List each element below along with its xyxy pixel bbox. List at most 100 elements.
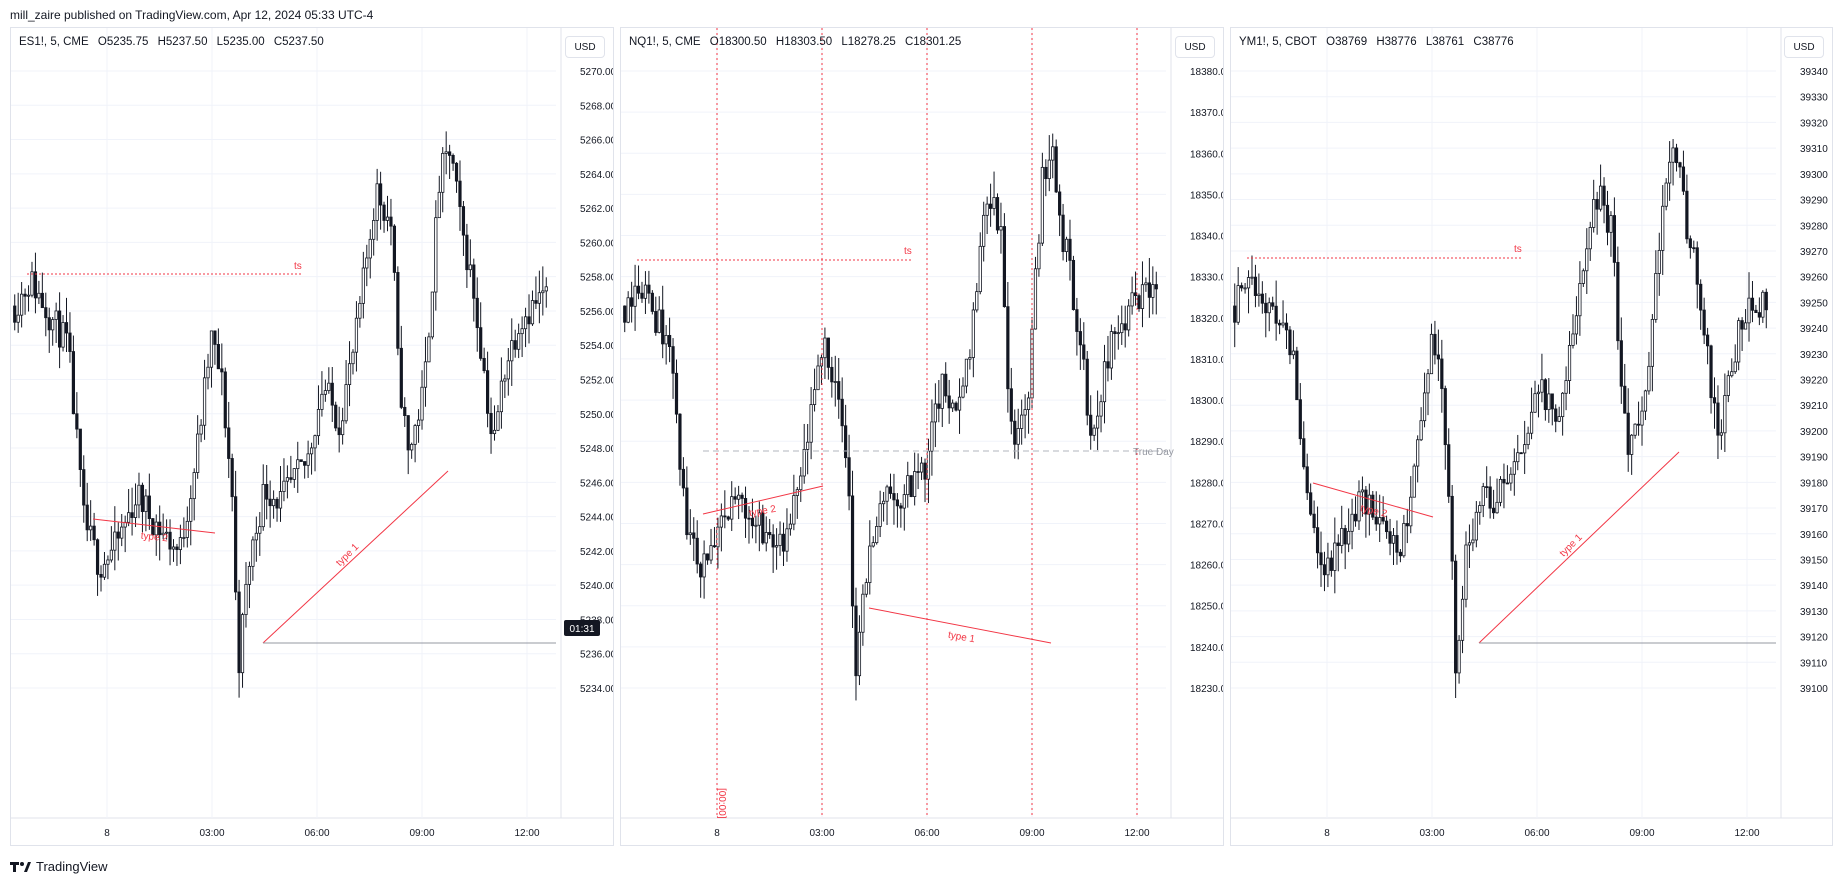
- candle-body: [1064, 238, 1069, 253]
- candle-body: [1054, 146, 1058, 193]
- price-tick-label: 5268.00: [580, 101, 614, 112]
- candle-body: [285, 477, 290, 482]
- candle-body: [1592, 199, 1596, 228]
- candle-body: [757, 512, 761, 526]
- candle-body: [802, 449, 806, 477]
- candle-body: [1685, 190, 1689, 240]
- candle-body: [106, 559, 110, 565]
- candle-body: [1274, 305, 1278, 324]
- price-tick-label: 18240.00: [1190, 643, 1224, 654]
- candle-body: [1075, 309, 1079, 332]
- chart-canvas-es[interactable]: 5270.00 5268.00 5266.00 5264.00 5262.00 5260.…: [11, 28, 614, 846]
- price-tick-label: 39130: [1800, 607, 1828, 618]
- price-tick-label: 5234.00: [580, 684, 614, 695]
- candle-body: [1078, 331, 1082, 346]
- candle-body: [1754, 309, 1758, 313]
- chart-panel-nq[interactable]: 18380.00 18370.00 18360.00 18350.00 18340.00…: [620, 27, 1224, 846]
- candle-body: [406, 415, 410, 451]
- candle-body: [330, 382, 334, 406]
- candle-body: [982, 214, 986, 247]
- candle-body: [1609, 215, 1613, 233]
- candle-body: [664, 335, 668, 345]
- candle-body: [227, 427, 231, 459]
- candle-body: [220, 368, 224, 373]
- candle-body: [909, 475, 913, 497]
- candle-body: [1116, 332, 1120, 335]
- candle-body: [1092, 427, 1096, 436]
- time-tick-label: 09:00: [409, 828, 434, 839]
- price-tick-label: 39270: [1800, 247, 1828, 258]
- candle-body: [640, 292, 644, 299]
- time-tick-label: 12:00: [1734, 828, 1759, 839]
- candle-body: [1743, 322, 1748, 330]
- candle-body: [1491, 507, 1496, 514]
- candle-body: [461, 206, 466, 236]
- candle-body: [334, 404, 338, 429]
- currency-button[interactable]: USD: [1175, 36, 1215, 58]
- candle-body: [1343, 528, 1347, 545]
- currency-button[interactable]: USD: [565, 36, 605, 58]
- candle-body: [1747, 297, 1751, 324]
- candle-body: [1454, 560, 1458, 674]
- candle-body: [1436, 354, 1440, 360]
- chart-canvas-ym[interactable]: 39340 39330 39320 39310 39300 39290 39280 39270…: [1231, 28, 1833, 846]
- candle-body: [479, 327, 483, 359]
- candle-body: [1464, 544, 1468, 600]
- candle-body: [1681, 166, 1686, 192]
- candle-body: [978, 245, 982, 293]
- candle-body: [692, 532, 696, 539]
- candle-body: [113, 531, 117, 551]
- price-tick-label: 39250: [1800, 298, 1828, 309]
- candle-body: [1516, 452, 1520, 463]
- candle-body: [385, 216, 390, 221]
- candle-body: [1526, 432, 1530, 446]
- candle-body: [292, 468, 296, 480]
- chart-panel-ym[interactable]: 39340 39330 39320 39310 39300 39290 39280 39270…: [1230, 27, 1833, 846]
- candle-body: [1102, 361, 1107, 403]
- chart-canvas-nq[interactable]: 18380.00 18370.00 18360.00 18350.00 18340.00…: [621, 28, 1224, 846]
- candle-body: [151, 518, 155, 536]
- time-tick-label: 09:00: [1629, 828, 1654, 839]
- candle-body: [517, 333, 521, 350]
- candle-body: [1144, 282, 1148, 286]
- candle-body: [768, 532, 772, 536]
- candle-body: [705, 553, 710, 561]
- currency-button[interactable]: USD: [1784, 36, 1824, 58]
- candle-body: [1422, 392, 1427, 422]
- candle-body: [895, 499, 900, 507]
- candle-body: [623, 305, 627, 323]
- candle-body: [375, 183, 379, 221]
- candle-body: [754, 524, 758, 527]
- candle-body: [378, 183, 383, 206]
- candle-body: [1340, 528, 1344, 547]
- price-tick-label: 39290: [1800, 196, 1828, 207]
- candle-body: [527, 316, 531, 325]
- candle-body: [1154, 284, 1158, 290]
- footer-brand[interactable]: TradingView: [10, 859, 108, 874]
- candle-body: [781, 533, 786, 552]
- candle-body: [1333, 542, 1337, 571]
- price-tick-label: 5266.00: [580, 136, 614, 147]
- candle-body: [1130, 292, 1134, 307]
- candle-body: [1002, 226, 1007, 308]
- chart-panel-es[interactable]: 5270.00 5268.00 5266.00 5264.00 5262.00 5260.…: [10, 27, 614, 846]
- candle-body: [1595, 199, 1599, 210]
- candle-body: [1068, 238, 1072, 261]
- candle-body: [1071, 259, 1076, 311]
- candle-body: [1478, 505, 1482, 513]
- candle-body: [750, 517, 755, 527]
- candle-body: [650, 292, 654, 312]
- candle-body: [633, 285, 637, 307]
- candle-body: [1250, 276, 1254, 279]
- candle-body: [392, 225, 397, 273]
- candle-body: [89, 525, 93, 531]
- candle-body: [468, 264, 472, 271]
- price-tick-label: 39200: [1800, 427, 1828, 438]
- candle-body: [1044, 166, 1048, 180]
- high-value: H5237.50: [157, 36, 208, 48]
- candle-body: [82, 469, 86, 506]
- price-tick-label: 39230: [1800, 350, 1828, 361]
- candle-body: [454, 162, 459, 182]
- candle-body: [420, 386, 424, 421]
- price-tick-label: 18330.00: [1190, 273, 1224, 284]
